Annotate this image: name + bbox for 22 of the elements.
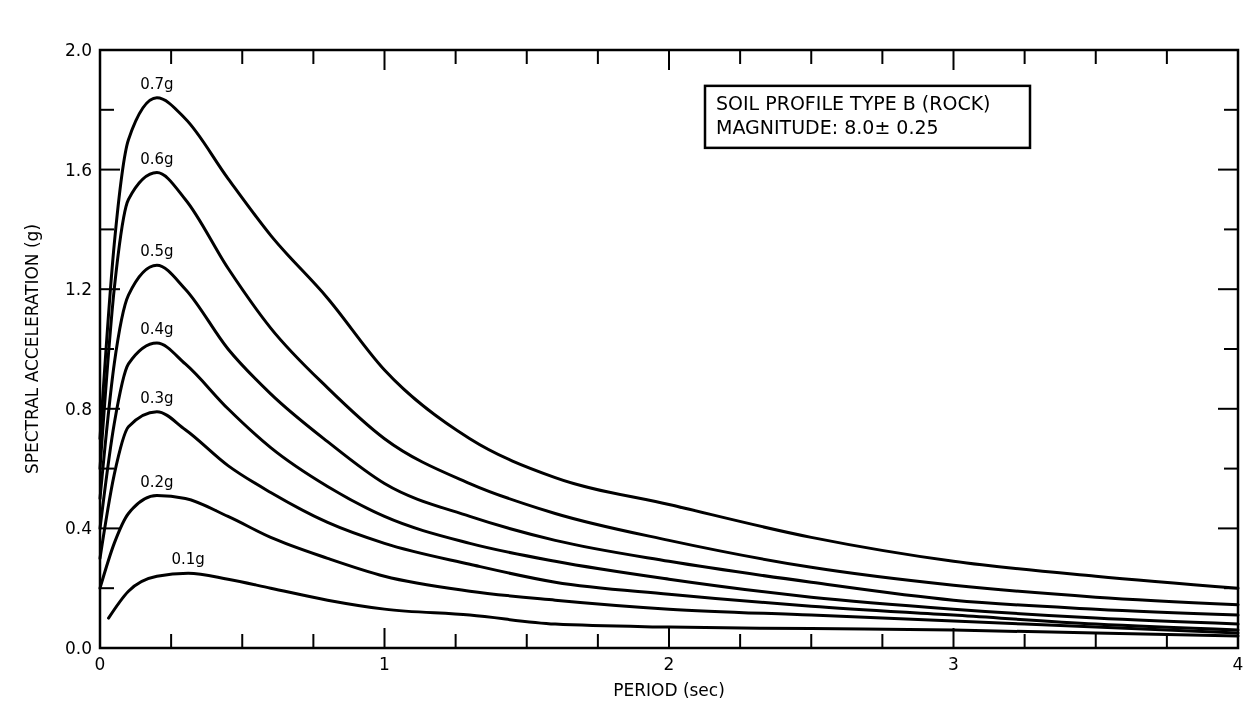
x-tick-label: 1 xyxy=(379,654,390,674)
y-tick-label: 2.0 xyxy=(64,40,92,60)
y-axis-title: SPECTRAL ACCELERATION (g) xyxy=(22,223,42,475)
x-tick-label: 2 xyxy=(663,654,675,674)
y-tick-label: 0.8 xyxy=(64,398,92,419)
x-tick-label: 3 xyxy=(948,654,959,674)
y-tick-label: 0.0 xyxy=(64,638,92,658)
series-label: 0.3g xyxy=(140,388,174,407)
series-label: 0.4g xyxy=(140,320,174,339)
y-tick-label: 1.2 xyxy=(64,279,92,300)
series-label: 0.1g xyxy=(171,550,205,569)
x-axis-title: PERIOD (sec) xyxy=(613,680,725,700)
y-tick-label: 1.6 xyxy=(64,159,92,180)
legend-label: 0.7g xyxy=(140,74,174,93)
series-label: 0.5g xyxy=(140,242,174,261)
x-tick-label: 0 xyxy=(94,654,106,674)
annotation: MAGNITUDE: 8.0± 0.25 xyxy=(716,115,939,138)
annotation: SOIL PROFILE TYPE B (ROCK) xyxy=(716,91,991,114)
series-label: 0.2g xyxy=(140,472,174,491)
x-tick-label: 4 xyxy=(1232,654,1244,674)
y-tick-label: 0.4 xyxy=(64,518,92,539)
series-label: 0.6g xyxy=(140,149,174,168)
